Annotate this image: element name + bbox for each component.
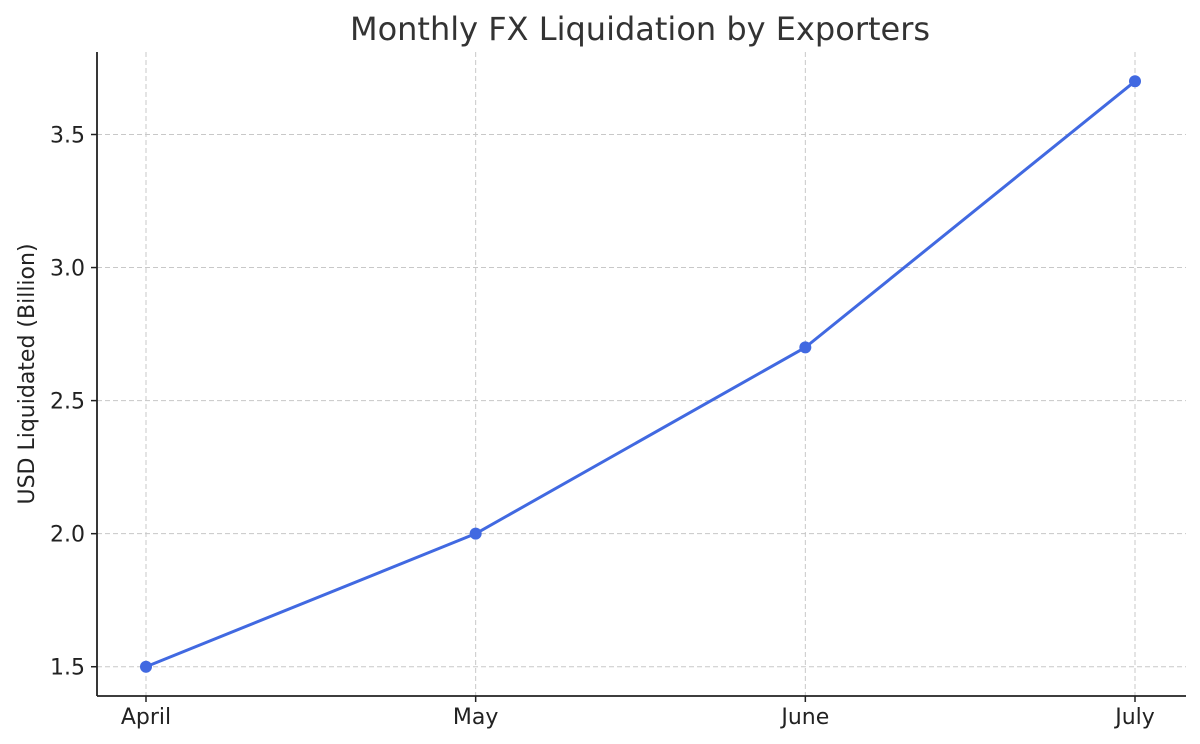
x-tick-label: June [779, 705, 829, 730]
chart-title: Monthly FX Liquidation by Exporters [350, 10, 930, 48]
data-point [469, 527, 482, 540]
x-tick-label: April [121, 705, 171, 730]
y-tick-label: 3.5 [50, 123, 85, 148]
series-line [144, 79, 1137, 669]
x-tick-label: May [453, 705, 498, 730]
data-point [140, 660, 152, 673]
data-point [799, 341, 812, 354]
y-tick-label: 2.0 [50, 523, 85, 548]
data-point [1129, 75, 1141, 88]
y-tick-label: 1.5 [50, 656, 85, 681]
x-tick-label: July [1113, 705, 1155, 730]
y-axis-ticks: 1.5 2.0 2.5 3.0 3.5 [50, 123, 97, 681]
y-tick-label: 3.0 [50, 257, 85, 282]
y-axis-label: USD Liquidated (Billion) [15, 243, 40, 504]
gridlines [97, 52, 1186, 696]
y-tick-label: 2.5 [50, 390, 85, 415]
x-axis-ticks: April May June July [121, 696, 1155, 730]
data-series [140, 75, 1141, 673]
axes-spines [96, 52, 1186, 697]
